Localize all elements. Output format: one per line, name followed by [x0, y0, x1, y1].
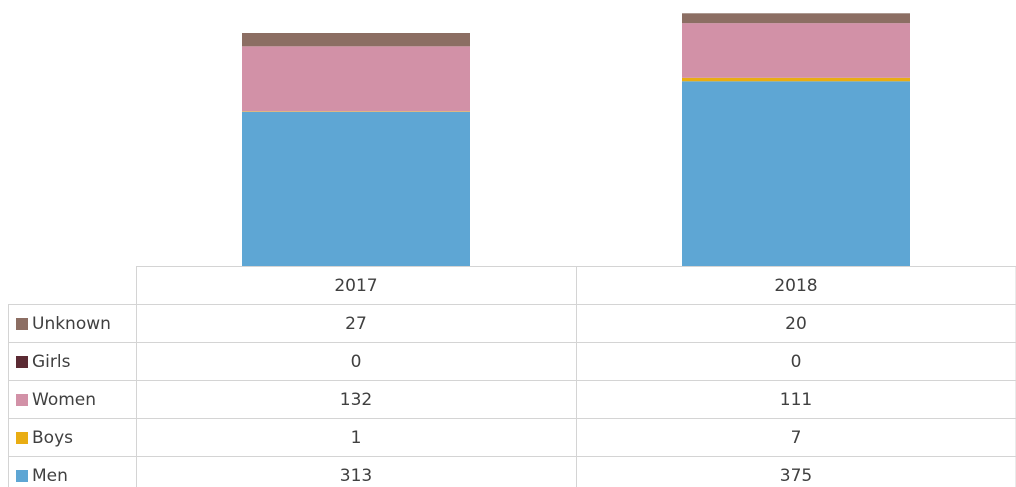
- data-label: 1: [351, 428, 362, 448]
- data-label: 132: [340, 390, 372, 410]
- legend-label: Unknown: [32, 314, 111, 334]
- data-label: 20: [785, 314, 807, 334]
- legend-swatch: [16, 356, 28, 368]
- x-tick-label: 2017: [334, 276, 377, 296]
- bar-segment: [242, 33, 470, 47]
- bar-segment: [682, 81, 910, 267]
- legend-label: Women: [32, 390, 96, 410]
- bar-segment: [242, 46, 470, 112]
- data-label: 111: [780, 390, 812, 410]
- data-label: 313: [340, 466, 372, 486]
- data-label: 0: [791, 352, 802, 372]
- data-label: 27: [345, 314, 367, 334]
- bar-segment: [682, 13, 910, 24]
- bar-segment: [682, 77, 910, 82]
- legend-swatch: [16, 318, 28, 330]
- data-label: 0: [351, 352, 362, 372]
- data-label: 7: [791, 428, 802, 448]
- legend-label: Boys: [32, 428, 73, 448]
- legend-swatch: [16, 470, 28, 482]
- legend-label: Girls: [32, 352, 71, 372]
- bar-segment: [682, 23, 910, 78]
- legend-swatch: [16, 394, 28, 406]
- data-label: 375: [780, 466, 812, 486]
- x-tick-label: 2018: [774, 276, 817, 296]
- bar-segment: [242, 111, 470, 267]
- legend-swatch: [16, 432, 28, 444]
- legend-label: Men: [32, 466, 68, 486]
